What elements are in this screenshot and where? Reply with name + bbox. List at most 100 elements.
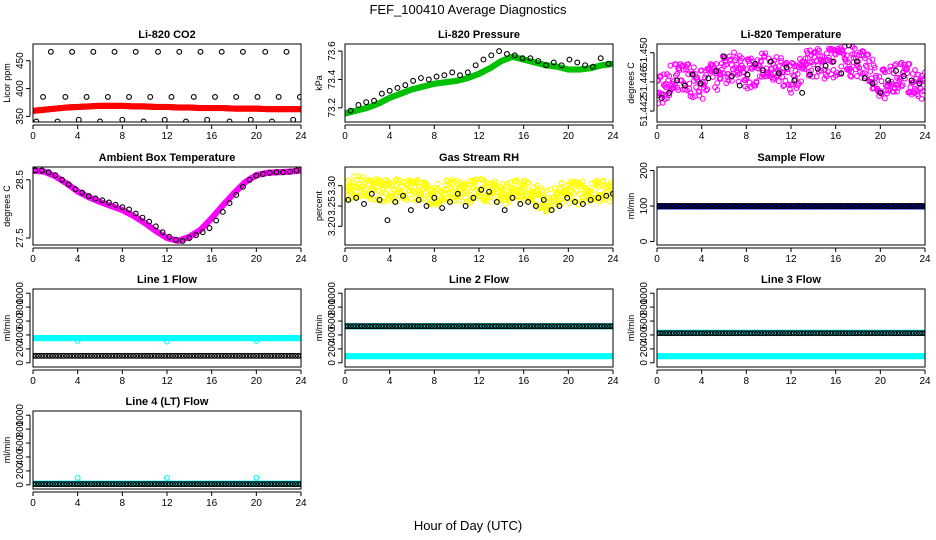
data-point: [786, 86, 793, 93]
data-point: [689, 71, 696, 78]
data-point: [102, 352, 109, 359]
x-tick-label: 12: [473, 376, 485, 387]
data-point: [866, 330, 873, 337]
data-point: [785, 203, 792, 209]
data-point: [746, 203, 753, 209]
data-point: [231, 481, 237, 488]
data-point: [111, 481, 117, 488]
data-point: [272, 352, 279, 359]
data-point: [363, 99, 370, 106]
y-tick-label: 200: [639, 340, 650, 357]
data-point: [347, 323, 354, 330]
data-point: [919, 88, 925, 95]
data-point: [519, 189, 526, 196]
data-point: [293, 167, 300, 174]
data-point: [122, 352, 129, 359]
data-point: [493, 198, 500, 205]
x-tick-label: 20: [563, 376, 575, 387]
data-point: [275, 352, 282, 359]
data-point: [662, 84, 669, 91]
data-point: [657, 330, 660, 337]
data-point: [402, 82, 409, 89]
data-point: [383, 323, 390, 330]
data-point: [54, 118, 61, 122]
data-point: [565, 323, 572, 330]
data-point: [205, 352, 212, 359]
data-point: [877, 330, 884, 337]
data-point: [869, 56, 876, 63]
data-point: [753, 79, 760, 86]
data-point: [723, 203, 730, 209]
data-point: [849, 330, 856, 337]
data-point: [284, 352, 290, 359]
data-point: [742, 77, 749, 84]
data-point: [732, 330, 739, 337]
plot-frame: [344, 43, 614, 123]
data-point: [670, 78, 677, 85]
data-point: [548, 323, 555, 330]
data-point: [138, 481, 145, 488]
y-tick-label: 400: [639, 326, 650, 343]
y-tick-label: 27.5: [15, 228, 26, 248]
plot-frame: [32, 410, 302, 490]
data-point: [785, 330, 792, 337]
data-point: [130, 481, 137, 488]
y-tick-label: 1000: [15, 404, 26, 427]
data-point: [74, 481, 81, 488]
data-point: [896, 203, 903, 209]
data-point: [152, 223, 159, 230]
data-point: [915, 71, 922, 78]
data-point: [704, 203, 711, 209]
data-point: [57, 481, 64, 488]
data-point: [59, 176, 65, 183]
data-point: [539, 187, 546, 194]
data-point: [99, 197, 106, 204]
data-point: [807, 71, 813, 78]
data-point: [417, 323, 424, 330]
x-tick-label: 4: [387, 254, 393, 265]
data-point: [105, 199, 112, 206]
data-point: [916, 330, 923, 337]
data-point: [895, 84, 902, 91]
data-point: [280, 169, 287, 176]
data-point: [83, 352, 89, 359]
data-point: [918, 72, 925, 79]
y-tick-label: 1000: [15, 282, 26, 305]
y-tick-label: 200: [639, 162, 650, 179]
data-point: [862, 62, 869, 69]
data-point: [899, 330, 906, 337]
y-tick-label: 400: [327, 326, 338, 343]
data-point: [762, 50, 769, 57]
data-point: [375, 323, 382, 330]
data-point: [525, 179, 532, 186]
x-tick-label: 12: [161, 131, 173, 142]
data-point: [126, 206, 132, 213]
data-point: [846, 44, 853, 49]
data-point: [919, 75, 925, 82]
data-point: [885, 203, 892, 209]
data-point: [556, 203, 563, 209]
data-point: [119, 116, 126, 122]
data-point: [186, 235, 193, 241]
y-tick-label: 0: [639, 360, 650, 366]
data-point: [218, 48, 225, 55]
x-tick-label: 24: [295, 376, 307, 387]
data-point: [164, 338, 170, 345]
data-point: [788, 203, 794, 209]
data-point: [52, 481, 59, 488]
data-point: [568, 323, 575, 330]
data-point: [116, 352, 123, 359]
x-tick-label: 8: [432, 131, 438, 142]
data-point: [72, 186, 79, 193]
data-point: [694, 76, 701, 83]
data-point: [827, 330, 834, 337]
data-point: [701, 203, 708, 209]
data-point: [857, 330, 864, 337]
data-point: [386, 323, 393, 330]
data-point: [152, 481, 159, 488]
x-tick-label: 4: [699, 376, 705, 387]
data-point: [384, 217, 391, 224]
data-point: [743, 66, 750, 73]
